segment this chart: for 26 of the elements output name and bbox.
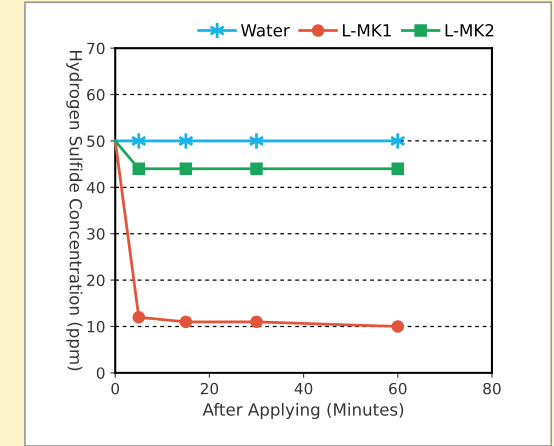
y-tick-label: 70 <box>87 42 104 54</box>
point <box>392 162 404 176</box>
point <box>250 316 263 328</box>
legend-label: Water <box>241 24 290 37</box>
legend-label: L-MK2 <box>446 24 494 36</box>
y-tick-label: 40 <box>86 182 104 194</box>
x-tick-label: 20 <box>200 382 218 394</box>
point <box>180 316 192 328</box>
x-tick-label: 80 <box>483 382 501 394</box>
y-tick-label: 20 <box>87 274 104 286</box>
y-tick-label: 10 <box>88 320 104 332</box>
x-tick-label: 0 <box>111 382 120 394</box>
point <box>132 310 146 324</box>
y-tick-label: 0 <box>96 367 104 379</box>
x-tick-label: 60 <box>389 382 406 394</box>
y-tick-label: 50 <box>87 135 104 147</box>
point <box>132 162 146 176</box>
y-axis-title: Hydrogen Sulfide Concentration (ppm) <box>66 50 82 370</box>
y-tick-label: 60 <box>87 89 104 101</box>
point <box>250 162 263 176</box>
legend-label: L-MK1 <box>343 24 391 36</box>
x-axis-title: After Applying (Minutes) <box>202 402 404 420</box>
point <box>180 162 192 176</box>
x-tick-label: 40 <box>294 382 312 394</box>
point <box>392 320 404 333</box>
y-tick-label: 30 <box>87 228 104 240</box>
